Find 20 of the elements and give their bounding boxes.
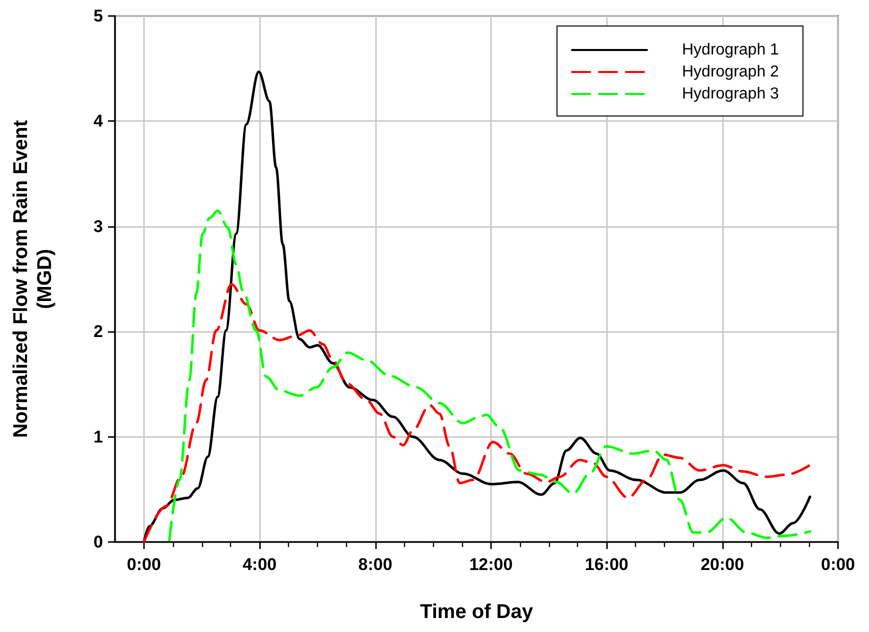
x-axis-title: Time of Day [420, 601, 534, 623]
legend-label: Hydrograph 3 [682, 86, 780, 102]
y-tick-label: 3 [94, 216, 103, 236]
x-tick-label: 4:00 [242, 555, 277, 574]
line-series [142, 283, 812, 544]
x-tick-label: 12:00 [469, 555, 513, 574]
x-tick-label: 0:00 [126, 555, 161, 574]
y-tick-label: 1 [94, 427, 103, 446]
legend-label: Hydrograph 2 [682, 64, 780, 80]
y-tick-label: 0 [94, 532, 103, 552]
x-tick-label: 0:00 [820, 555, 856, 574]
x-tick-label: 8:00 [358, 555, 392, 574]
y-tick-label: 5 [94, 6, 103, 26]
y-tick-label: 4 [94, 112, 104, 131]
y-tick-label: 2 [94, 322, 103, 342]
x-tick-label: 16:00 [584, 555, 628, 574]
x-tick-label: 20:00 [700, 555, 744, 574]
legend-label: Hydrograph 1 [682, 42, 780, 58]
line-series [168, 209, 812, 542]
y-axis-title: Normalized Flow from Rain Event (MGD) [10, 120, 56, 438]
